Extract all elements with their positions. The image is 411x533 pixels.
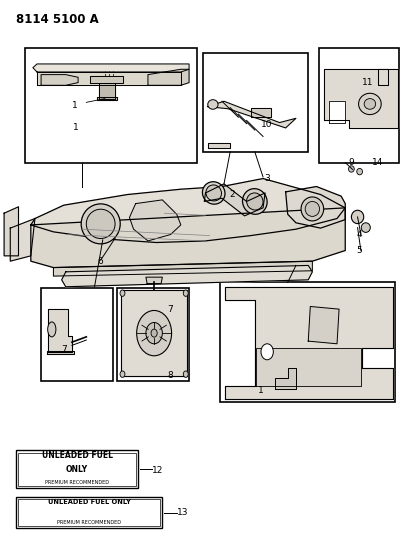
Text: ONLY: ONLY	[66, 465, 88, 473]
Bar	[319, 48, 399, 163]
Ellipse shape	[151, 329, 157, 337]
Text: 8114 5100 A: 8114 5100 A	[16, 13, 99, 26]
Text: 3: 3	[264, 174, 270, 183]
Text: 11: 11	[362, 78, 374, 87]
Ellipse shape	[358, 93, 381, 115]
Text: 7: 7	[168, 305, 173, 313]
Text: 2: 2	[229, 190, 235, 199]
Polygon shape	[48, 309, 72, 352]
Polygon shape	[208, 101, 296, 128]
Bar	[18, 499, 160, 526]
Polygon shape	[121, 290, 187, 376]
Ellipse shape	[208, 100, 218, 109]
Text: UNLEADED FUEL ONLY: UNLEADED FUEL ONLY	[48, 499, 131, 505]
Ellipse shape	[357, 168, 363, 175]
Text: PREMIUM RECOMMENDED: PREMIUM RECOMMENDED	[58, 520, 121, 525]
Polygon shape	[31, 208, 345, 268]
Polygon shape	[148, 69, 189, 85]
Ellipse shape	[242, 189, 267, 214]
Text: 14: 14	[372, 158, 384, 167]
Bar	[18, 453, 136, 486]
Polygon shape	[256, 348, 361, 386]
Bar	[117, 288, 189, 381]
Polygon shape	[99, 83, 115, 99]
Text: 5: 5	[357, 246, 363, 255]
Polygon shape	[4, 207, 18, 256]
Polygon shape	[275, 368, 296, 389]
Text: 1: 1	[73, 124, 79, 132]
Polygon shape	[47, 351, 74, 354]
Polygon shape	[37, 72, 181, 85]
Polygon shape	[324, 69, 398, 128]
Ellipse shape	[305, 201, 320, 216]
Text: 12: 12	[152, 466, 164, 474]
Polygon shape	[41, 75, 78, 85]
Polygon shape	[329, 101, 345, 123]
Polygon shape	[225, 287, 393, 399]
Bar	[41, 288, 113, 381]
Polygon shape	[90, 76, 123, 83]
Ellipse shape	[349, 166, 354, 172]
Polygon shape	[204, 184, 265, 216]
Polygon shape	[251, 108, 271, 117]
Ellipse shape	[361, 223, 370, 232]
Polygon shape	[308, 306, 339, 344]
Polygon shape	[31, 179, 345, 243]
Ellipse shape	[86, 209, 115, 239]
Ellipse shape	[183, 290, 188, 296]
Ellipse shape	[206, 185, 222, 201]
Polygon shape	[62, 265, 312, 287]
Polygon shape	[208, 143, 230, 148]
Polygon shape	[146, 277, 162, 284]
Polygon shape	[97, 97, 117, 100]
Text: UNLEADED FUEL: UNLEADED FUEL	[42, 451, 113, 460]
Ellipse shape	[81, 204, 120, 244]
Polygon shape	[33, 64, 189, 72]
Ellipse shape	[48, 322, 56, 337]
Ellipse shape	[261, 344, 273, 360]
Text: 6: 6	[98, 257, 104, 265]
Text: 10: 10	[261, 120, 273, 129]
Bar	[16, 450, 138, 488]
Bar	[220, 282, 395, 402]
Bar	[203, 53, 308, 152]
Text: 7: 7	[61, 345, 67, 353]
Text: PREMIUM RECOMMENDED: PREMIUM RECOMMENDED	[45, 480, 109, 485]
Ellipse shape	[183, 371, 188, 377]
Ellipse shape	[203, 182, 225, 204]
Bar	[25, 48, 197, 163]
Ellipse shape	[351, 211, 364, 224]
Ellipse shape	[136, 310, 172, 356]
Text: 13: 13	[177, 508, 188, 517]
Polygon shape	[286, 187, 345, 228]
Polygon shape	[10, 219, 35, 261]
Ellipse shape	[301, 197, 324, 221]
Bar	[16, 497, 162, 528]
Text: 9: 9	[349, 158, 354, 167]
Ellipse shape	[120, 371, 125, 377]
Ellipse shape	[247, 193, 263, 210]
Text: 8: 8	[168, 372, 173, 380]
Text: 4: 4	[357, 230, 363, 239]
Polygon shape	[53, 261, 312, 276]
Polygon shape	[129, 200, 181, 241]
Text: 1: 1	[72, 101, 78, 109]
Ellipse shape	[364, 99, 376, 109]
Ellipse shape	[120, 290, 125, 296]
Ellipse shape	[146, 322, 162, 344]
Text: 1: 1	[258, 386, 264, 394]
